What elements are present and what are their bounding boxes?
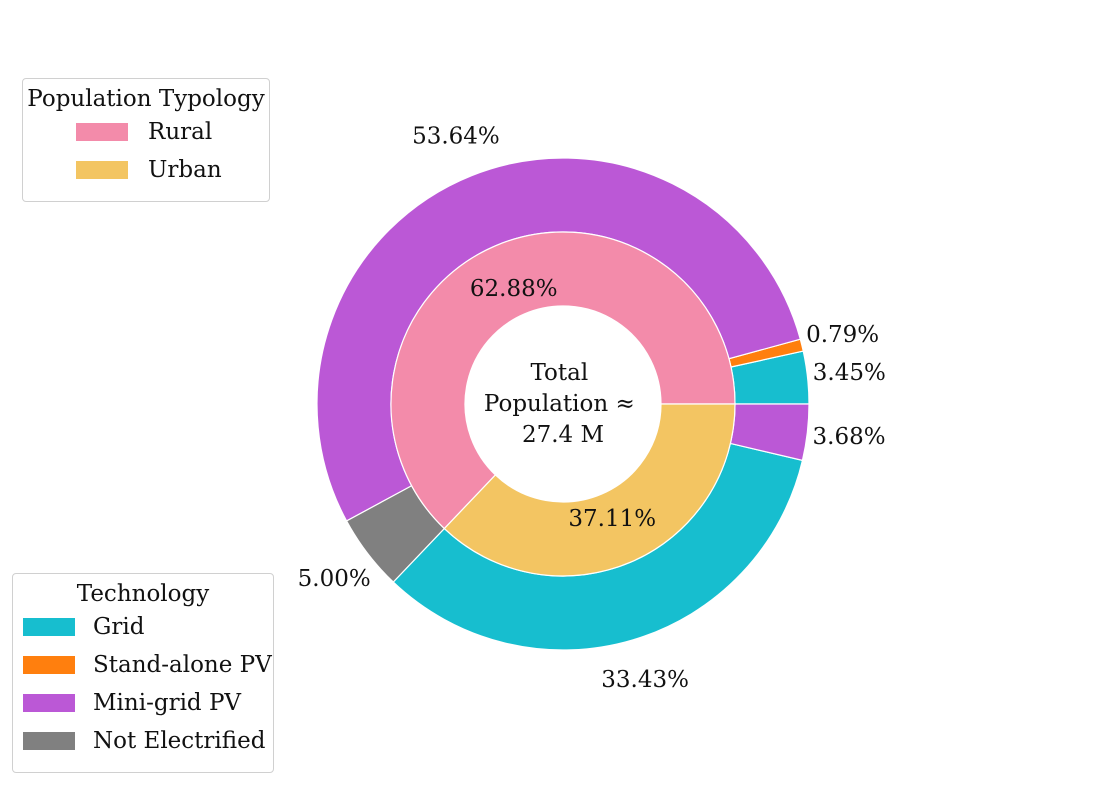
center-label-line-1: Total — [530, 360, 588, 386]
legend-item-grid: Grid — [13, 608, 273, 646]
slice-label-outer-urban-mini-grid-pv: 3.68% — [813, 424, 886, 450]
slice-label-outer-urban-grid: 33.43% — [601, 667, 689, 693]
legend-title: Population Typology — [27, 86, 265, 112]
legend-item-stand-alone-pv: Stand-alone PV — [13, 646, 273, 684]
legend-label-urban: Urban — [148, 157, 222, 183]
legend-label-grid: Grid — [93, 614, 145, 640]
slice-inner-rural — [390, 231, 736, 530]
center-label-line-3: 27.4 M — [522, 422, 604, 448]
legend-swatch-grid — [23, 618, 75, 636]
inner-ring-typology — [390, 231, 736, 577]
slice-label-outer-rural-not-electrified: 5.00% — [298, 566, 371, 592]
slice-inner-urban — [443, 403, 736, 577]
legend-item-not-electrified: Not Electrified — [13, 722, 273, 760]
slice-label-outer-rural-stand-alone-pv: 0.79% — [806, 322, 879, 348]
legend-item-urban: Urban — [23, 151, 269, 189]
center-label-line-2: Population ≈ — [484, 391, 635, 417]
legend-population-typology: Population Typology Rural Urban — [22, 78, 270, 202]
legend-label-not-electrified: Not Electrified — [93, 728, 266, 754]
legend-label-mini-grid-pv: Mini-grid PV — [93, 690, 242, 716]
legend-swatch-urban — [76, 161, 128, 179]
legend-item-mini-grid-pv: Mini-grid PV — [13, 684, 273, 722]
slice-label-inner-rural: 62.88% — [470, 276, 558, 302]
legend-label-rural: Rural — [148, 119, 213, 145]
legend-label-stand-alone-pv: Stand-alone PV — [93, 652, 272, 678]
slice-label-outer-rural-mini-grid-pv: 53.64% — [412, 124, 500, 150]
legend-item-rural: Rural — [23, 113, 269, 151]
legend-swatch-not-electrified — [23, 732, 75, 750]
legend-title: Technology — [76, 581, 210, 607]
legend-swatch-mini-grid-pv — [23, 694, 75, 712]
slice-label-outer-rural-grid: 3.45% — [813, 360, 886, 386]
slice-label-inner-urban: 37.11% — [568, 506, 656, 532]
slice-labels: 3.45% 0.79% 53.64% 5.00% 33.43% 3.68% 62.88% 37… — [298, 124, 886, 693]
legend-technology: Technology Grid Stand-alone PV Mini-grid… — [12, 573, 274, 773]
legend-swatch-stand-alone-pv — [23, 656, 75, 674]
center-label: Total Population ≈ 27.4 M — [484, 360, 642, 448]
legend-swatch-rural — [76, 123, 128, 141]
